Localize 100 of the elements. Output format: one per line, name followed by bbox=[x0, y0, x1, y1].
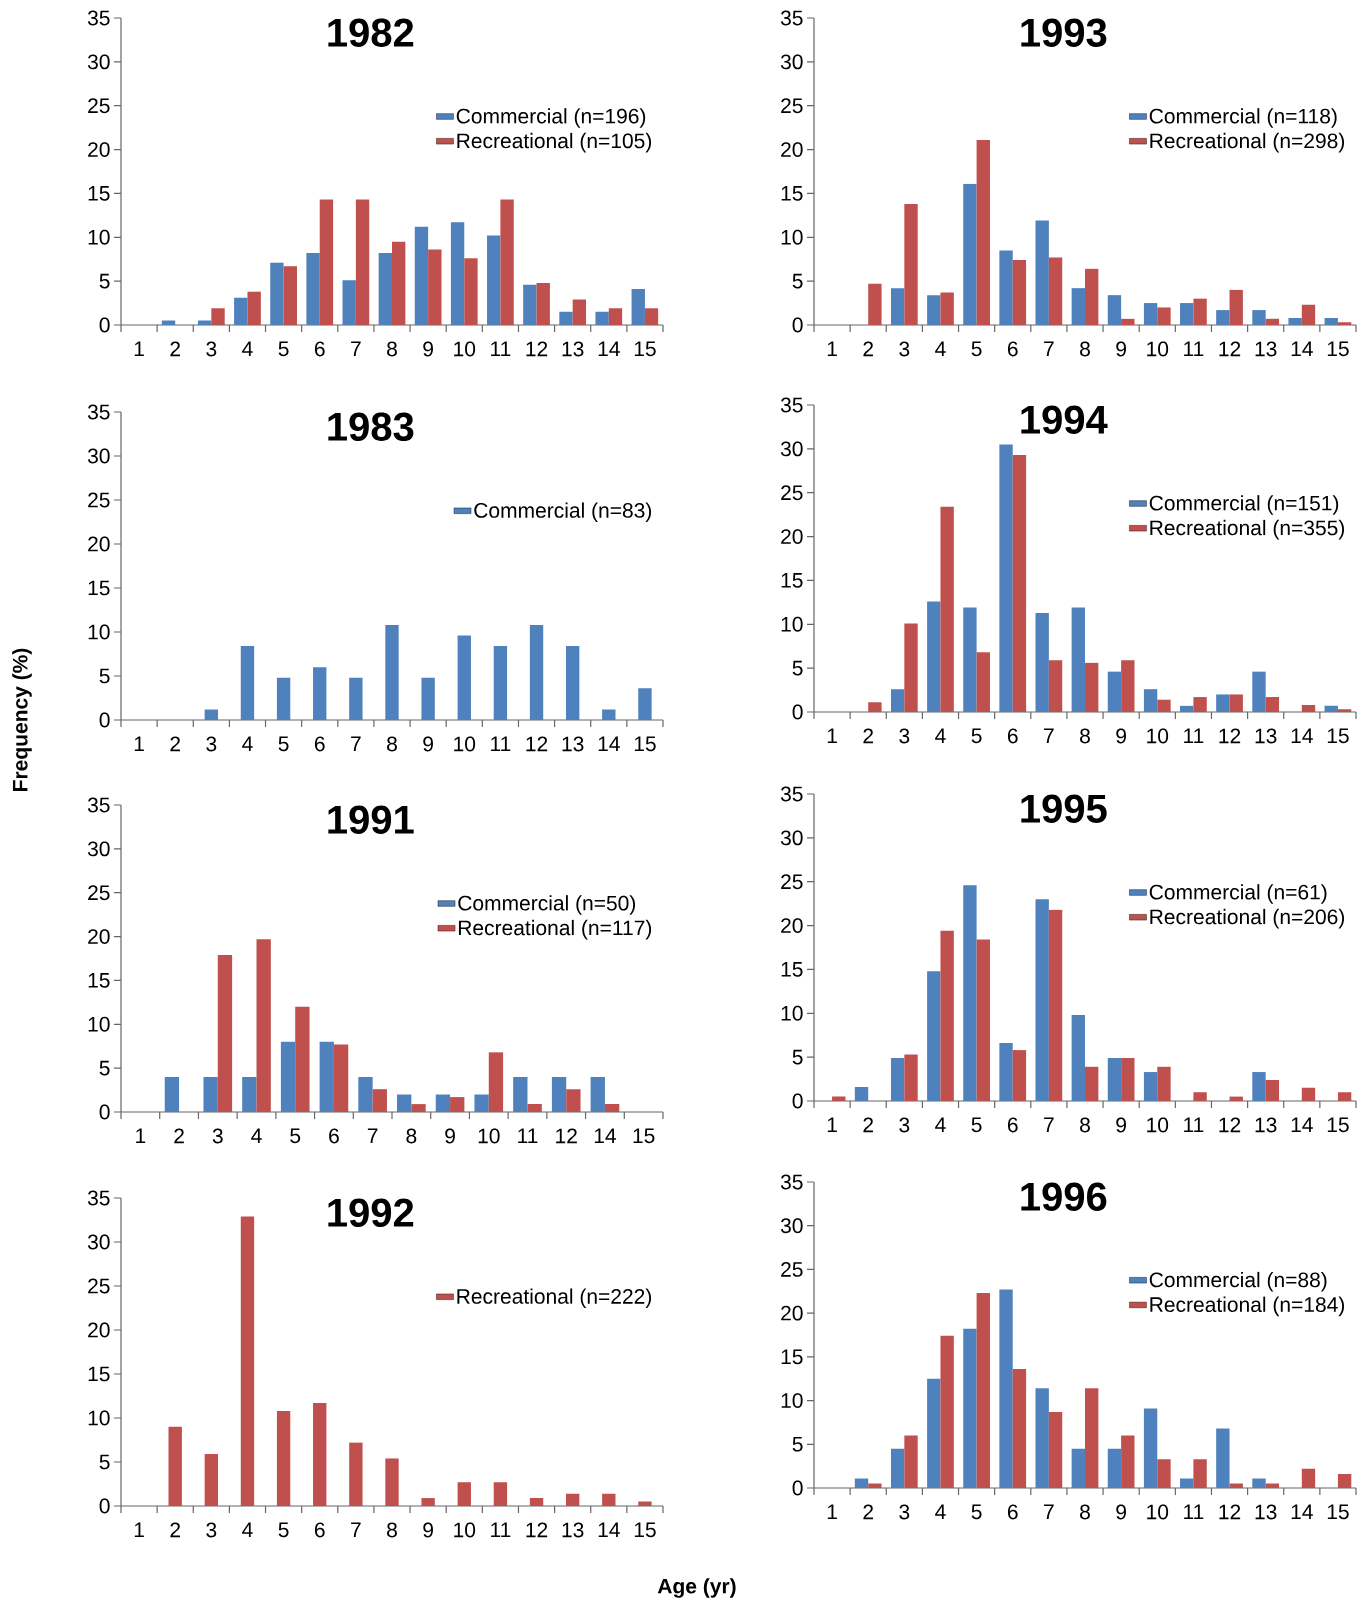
x-tick-label: 14 bbox=[1291, 341, 1313, 356]
bar bbox=[1265, 1483, 1280, 1488]
bar bbox=[1143, 1408, 1158, 1488]
legend-label: Commercial (n=61) bbox=[1149, 884, 1327, 904]
legend-label: Commercial (n=83) bbox=[474, 502, 652, 522]
y-tick-label: 20 bbox=[781, 918, 803, 933]
bar bbox=[1252, 1478, 1266, 1488]
x-tick-label: 10 bbox=[478, 1128, 500, 1144]
y-tick-label: 35 bbox=[780, 786, 803, 802]
bar bbox=[1265, 1079, 1280, 1101]
x-tick-label: 14 bbox=[1291, 728, 1313, 743]
x-tick-label: 10 bbox=[1147, 1504, 1169, 1520]
bar bbox=[1107, 295, 1122, 325]
bar bbox=[1157, 307, 1171, 325]
bar bbox=[1048, 909, 1063, 1101]
bar bbox=[1121, 660, 1135, 712]
bar bbox=[457, 1482, 471, 1506]
bar bbox=[256, 939, 271, 1112]
bar bbox=[1252, 1072, 1266, 1101]
y-tick-label: 15 bbox=[781, 573, 803, 588]
chart-title: 1991 bbox=[328, 805, 414, 834]
x-tick-label: 7 bbox=[351, 1522, 361, 1537]
y-tick-label: 15 bbox=[781, 1349, 803, 1365]
y-tick-label: 5 bbox=[792, 660, 803, 676]
x-tick-label: 8 bbox=[406, 1128, 417, 1144]
x-tick-label: 7 bbox=[1044, 728, 1054, 743]
bar bbox=[313, 1403, 327, 1506]
bar bbox=[450, 222, 465, 325]
x-tick-label: 11 bbox=[1184, 728, 1204, 743]
bar bbox=[457, 635, 471, 720]
bar bbox=[1012, 1369, 1027, 1488]
x-tick-label: 7 bbox=[351, 341, 361, 356]
bar bbox=[333, 1044, 349, 1112]
chart-title: 1993 bbox=[1021, 18, 1107, 47]
y-tick-label: 15 bbox=[781, 962, 803, 977]
x-tick-label: 8 bbox=[1080, 1117, 1090, 1133]
x-tick-label: 15 bbox=[634, 736, 656, 752]
bar bbox=[963, 607, 977, 712]
bar bbox=[999, 250, 1013, 325]
y-tick-label: 10 bbox=[781, 1393, 803, 1408]
bar bbox=[270, 262, 284, 325]
x-tick-label: 8 bbox=[1080, 728, 1090, 744]
x-tick-label: 4 bbox=[935, 341, 946, 356]
bar bbox=[631, 289, 645, 325]
bar bbox=[1216, 694, 1230, 712]
x-tick-label: 10 bbox=[1147, 1117, 1169, 1133]
x-tick-label: 9 bbox=[1116, 728, 1126, 744]
y-tick-label: 25 bbox=[88, 1278, 110, 1294]
bar bbox=[319, 199, 334, 325]
y-tick-label: 15 bbox=[88, 1366, 110, 1382]
x-tick-label: 14 bbox=[598, 341, 620, 356]
bar bbox=[1121, 318, 1135, 325]
y-tick-label: 25 bbox=[88, 492, 110, 508]
bar bbox=[904, 1054, 918, 1101]
chart-title: 1994 bbox=[1021, 405, 1108, 434]
x-tick-label: 14 bbox=[598, 736, 620, 751]
x-tick-label: 15 bbox=[1327, 728, 1349, 744]
bar bbox=[904, 203, 918, 325]
legend-label: Recreational (n=298) bbox=[1150, 132, 1345, 153]
bar bbox=[1193, 1459, 1207, 1488]
bar bbox=[1035, 899, 1049, 1101]
bar bbox=[940, 1335, 954, 1488]
x-tick-label: 2 bbox=[170, 341, 180, 357]
bar bbox=[572, 299, 587, 325]
bar bbox=[1301, 1087, 1316, 1101]
chart-title: 1995 bbox=[1021, 794, 1107, 823]
x-tick-label: 1 bbox=[827, 728, 837, 743]
x-tick-label: 5 bbox=[971, 1504, 982, 1520]
x-tick-label: 4 bbox=[935, 728, 946, 743]
x-tick-label: 14 bbox=[1291, 1117, 1313, 1132]
x-tick-label: 15 bbox=[1327, 1117, 1349, 1133]
y-tick-label: 20 bbox=[88, 929, 110, 944]
x-tick-label: 4 bbox=[935, 1504, 946, 1519]
bar bbox=[164, 1076, 180, 1112]
bar bbox=[276, 1410, 291, 1506]
y-tick-label: 15 bbox=[88, 580, 110, 596]
bar bbox=[868, 702, 882, 712]
x-tick-label: 6 bbox=[1007, 341, 1018, 357]
y-tick-label: 10 bbox=[88, 1016, 110, 1032]
bar bbox=[1048, 1411, 1063, 1488]
bar bbox=[280, 1041, 296, 1112]
chart-title: 1983 bbox=[328, 412, 414, 441]
bar bbox=[1143, 1072, 1158, 1101]
y-tick-label: 0 bbox=[99, 1498, 110, 1514]
x-tick-label: 10 bbox=[1147, 728, 1169, 744]
y-tick-label: 10 bbox=[88, 229, 110, 245]
x-tick-label: 5 bbox=[971, 1117, 982, 1133]
x-tick-label: 3 bbox=[206, 736, 217, 752]
bar bbox=[1048, 660, 1063, 712]
x-tick-label: 8 bbox=[1080, 1504, 1090, 1520]
y-tick-label: 30 bbox=[780, 441, 803, 457]
bar bbox=[1193, 697, 1207, 712]
x-tick-label: 7 bbox=[1044, 341, 1054, 356]
bar bbox=[1071, 1015, 1085, 1101]
legend-label: Commercial (n=50) bbox=[458, 895, 636, 915]
x-tick-label: 10 bbox=[454, 1522, 476, 1538]
chart-title: 1992 bbox=[328, 1198, 414, 1227]
bar bbox=[204, 709, 219, 720]
bar bbox=[306, 253, 320, 325]
bar bbox=[1288, 317, 1302, 325]
